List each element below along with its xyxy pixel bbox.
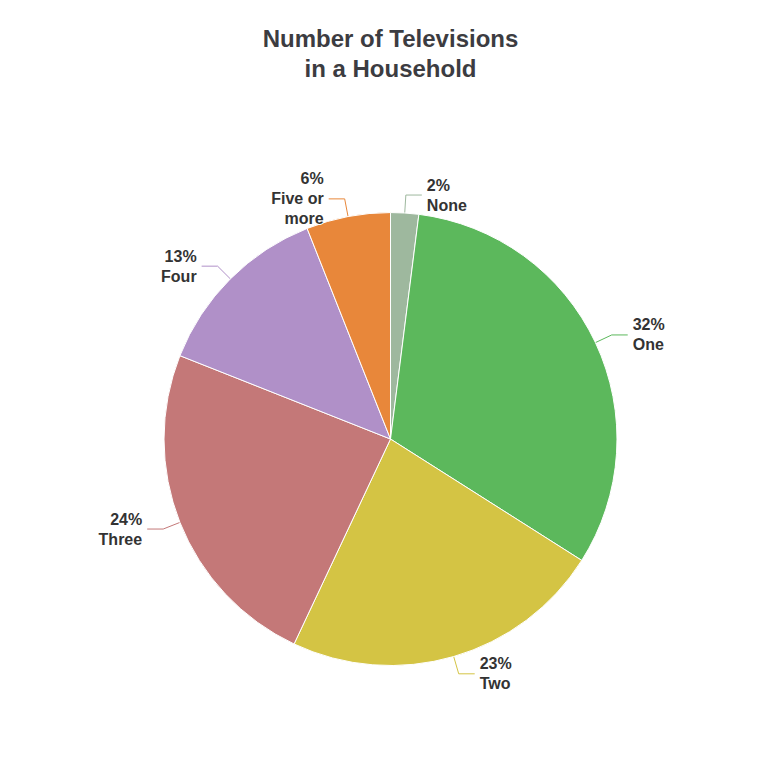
svg-text:more: more: [285, 210, 324, 227]
svg-text:Two: Two: [480, 675, 511, 692]
svg-text:Number of Televisions: Number of Televisions: [263, 25, 519, 52]
svg-text:None: None: [427, 197, 467, 214]
svg-text:Five or: Five or: [271, 190, 323, 207]
svg-text:23%: 23%: [480, 655, 512, 672]
svg-text:6%: 6%: [301, 170, 324, 187]
svg-text:13%: 13%: [165, 248, 197, 265]
svg-text:Four: Four: [161, 268, 197, 285]
svg-text:24%: 24%: [110, 511, 142, 528]
svg-text:Three: Three: [99, 531, 143, 548]
svg-text:in a Household: in a Household: [304, 55, 476, 82]
svg-text:One: One: [633, 336, 664, 353]
svg-text:2%: 2%: [427, 177, 450, 194]
svg-text:32%: 32%: [633, 316, 665, 333]
